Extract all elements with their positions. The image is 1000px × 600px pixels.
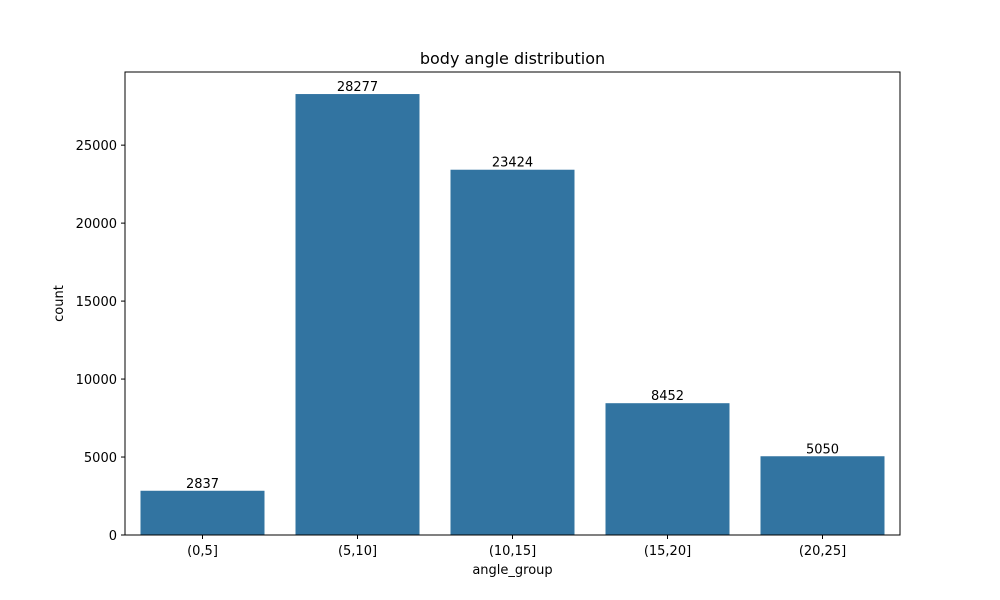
bar: [295, 94, 420, 535]
bar: [605, 403, 730, 535]
bars-group: [140, 94, 885, 535]
bar: [140, 490, 265, 535]
data-label: 2837: [186, 477, 219, 492]
y-axis-ticks: 0 5000 10000 15000 20000 25000: [76, 139, 125, 544]
x-axis-label: angle_group: [472, 563, 552, 578]
y-axis-label: count: [52, 285, 67, 322]
chart-title: body angle distribution: [420, 49, 605, 68]
y-tick-label: 0: [109, 529, 117, 544]
x-tick-label: (15,20]: [644, 544, 691, 559]
y-tick-label: 25000: [76, 139, 117, 154]
plot-area-frame: [124, 71, 901, 536]
data-label: 23424: [492, 156, 533, 171]
y-tick-label: 15000: [76, 295, 117, 310]
x-tick-label: (10,15]: [489, 544, 536, 559]
bar: [760, 456, 885, 535]
x-tick-label: (0,5]: [187, 544, 218, 559]
data-label: 5050: [806, 442, 839, 457]
x-tick-label: (20,25]: [799, 544, 846, 559]
data-label: 8452: [651, 389, 684, 404]
bar: [450, 169, 575, 535]
y-tick-label: 10000: [76, 373, 117, 388]
y-tick-label: 20000: [76, 217, 117, 232]
data-labels: 2837 28277 23424 8452 5050: [186, 80, 839, 492]
y-tick-label: 5000: [84, 451, 117, 466]
x-tick-label: (5,10]: [338, 544, 377, 559]
data-label: 28277: [337, 80, 378, 95]
x-axis-ticks: (0,5] (5,10] (10,15] (15,20] (20,25]: [187, 535, 846, 559]
